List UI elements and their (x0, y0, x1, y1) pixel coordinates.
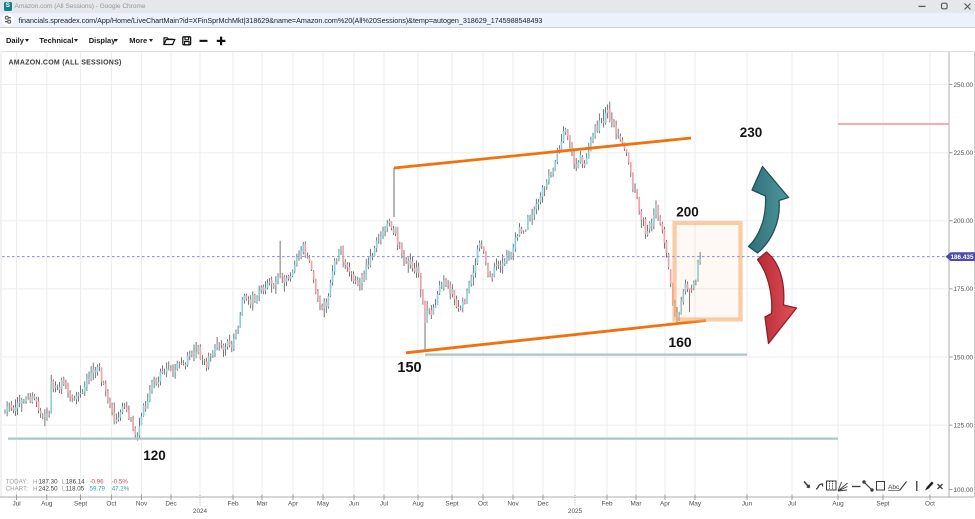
svg-text:Aug: Aug (412, 501, 424, 508)
svg-text:May: May (317, 501, 330, 508)
svg-text:Oct: Oct (478, 501, 488, 508)
svg-text:150: 150 (397, 360, 421, 376)
svg-text:Nov: Nov (507, 501, 519, 508)
svg-text:Feb: Feb (601, 501, 612, 508)
svg-text:150.00: 150.00 (954, 354, 974, 361)
svg-text:Apr: Apr (660, 501, 671, 508)
svg-text:200.00: 200.00 (954, 218, 974, 225)
svg-text:Sept: Sept (445, 501, 458, 508)
svg-text:Mar: Mar (256, 501, 268, 508)
svg-text:Jul: Jul (380, 501, 388, 508)
svg-text:Aug: Aug (832, 501, 844, 508)
svg-text:125.00: 125.00 (954, 422, 974, 429)
svg-text:H:: H: (33, 486, 39, 493)
svg-text:AMAZON.COM (ALL SESSIONS): AMAZON.COM (ALL SESSIONS) (9, 60, 122, 67)
svg-text:250.00: 250.00 (954, 82, 974, 89)
svg-text:Oct: Oct (106, 501, 116, 508)
svg-text:186.435: 186.435 (950, 254, 974, 261)
svg-text:Sept: Sept (74, 501, 87, 508)
svg-text:L:: L: (62, 486, 67, 493)
svg-text:TODAY:: TODAY: (6, 479, 28, 486)
svg-text:59.79: 59.79 (90, 486, 106, 493)
svg-text:120: 120 (143, 448, 166, 463)
svg-text:160: 160 (668, 334, 692, 350)
svg-text:100.00: 100.00 (954, 487, 974, 494)
svg-text:Oct: Oct (925, 501, 935, 508)
svg-text:Abc: Abc (888, 484, 900, 491)
svg-text:Aug: Aug (41, 501, 53, 508)
svg-text:47.2%: 47.2% (112, 486, 130, 493)
svg-text:2025: 2025 (568, 508, 583, 515)
svg-text:Sept: Sept (876, 501, 889, 508)
svg-text:H:: H: (33, 479, 39, 486)
svg-text:Dec: Dec (165, 501, 177, 508)
svg-text:242.50: 242.50 (39, 486, 58, 493)
svg-text:225.00: 225.00 (954, 150, 974, 157)
svg-text:L:: L: (62, 479, 67, 486)
svg-text:Nov: Nov (136, 501, 148, 508)
svg-text:Dec: Dec (537, 501, 549, 508)
svg-text:-0.5%: -0.5% (112, 479, 129, 486)
svg-text:Jun: Jun (349, 501, 360, 508)
svg-text:200: 200 (676, 204, 699, 219)
svg-text:Jul: Jul (788, 501, 796, 508)
svg-text:Jun: Jun (742, 501, 753, 508)
svg-text:Apr: Apr (288, 501, 299, 508)
svg-text:Mar: Mar (630, 501, 642, 508)
svg-text:187.30: 187.30 (39, 479, 58, 486)
svg-text:230: 230 (740, 125, 763, 140)
svg-text:175.00: 175.00 (954, 286, 974, 293)
svg-text:186.14: 186.14 (66, 479, 85, 486)
svg-text:Jul: Jul (13, 501, 21, 508)
svg-text:-0.96: -0.96 (90, 479, 105, 486)
svg-text:2024: 2024 (193, 508, 208, 515)
svg-text:118.05: 118.05 (66, 486, 85, 493)
svg-text:Feb: Feb (227, 501, 238, 508)
svg-text:May: May (689, 501, 702, 508)
svg-text:CHART:: CHART: (6, 486, 29, 493)
